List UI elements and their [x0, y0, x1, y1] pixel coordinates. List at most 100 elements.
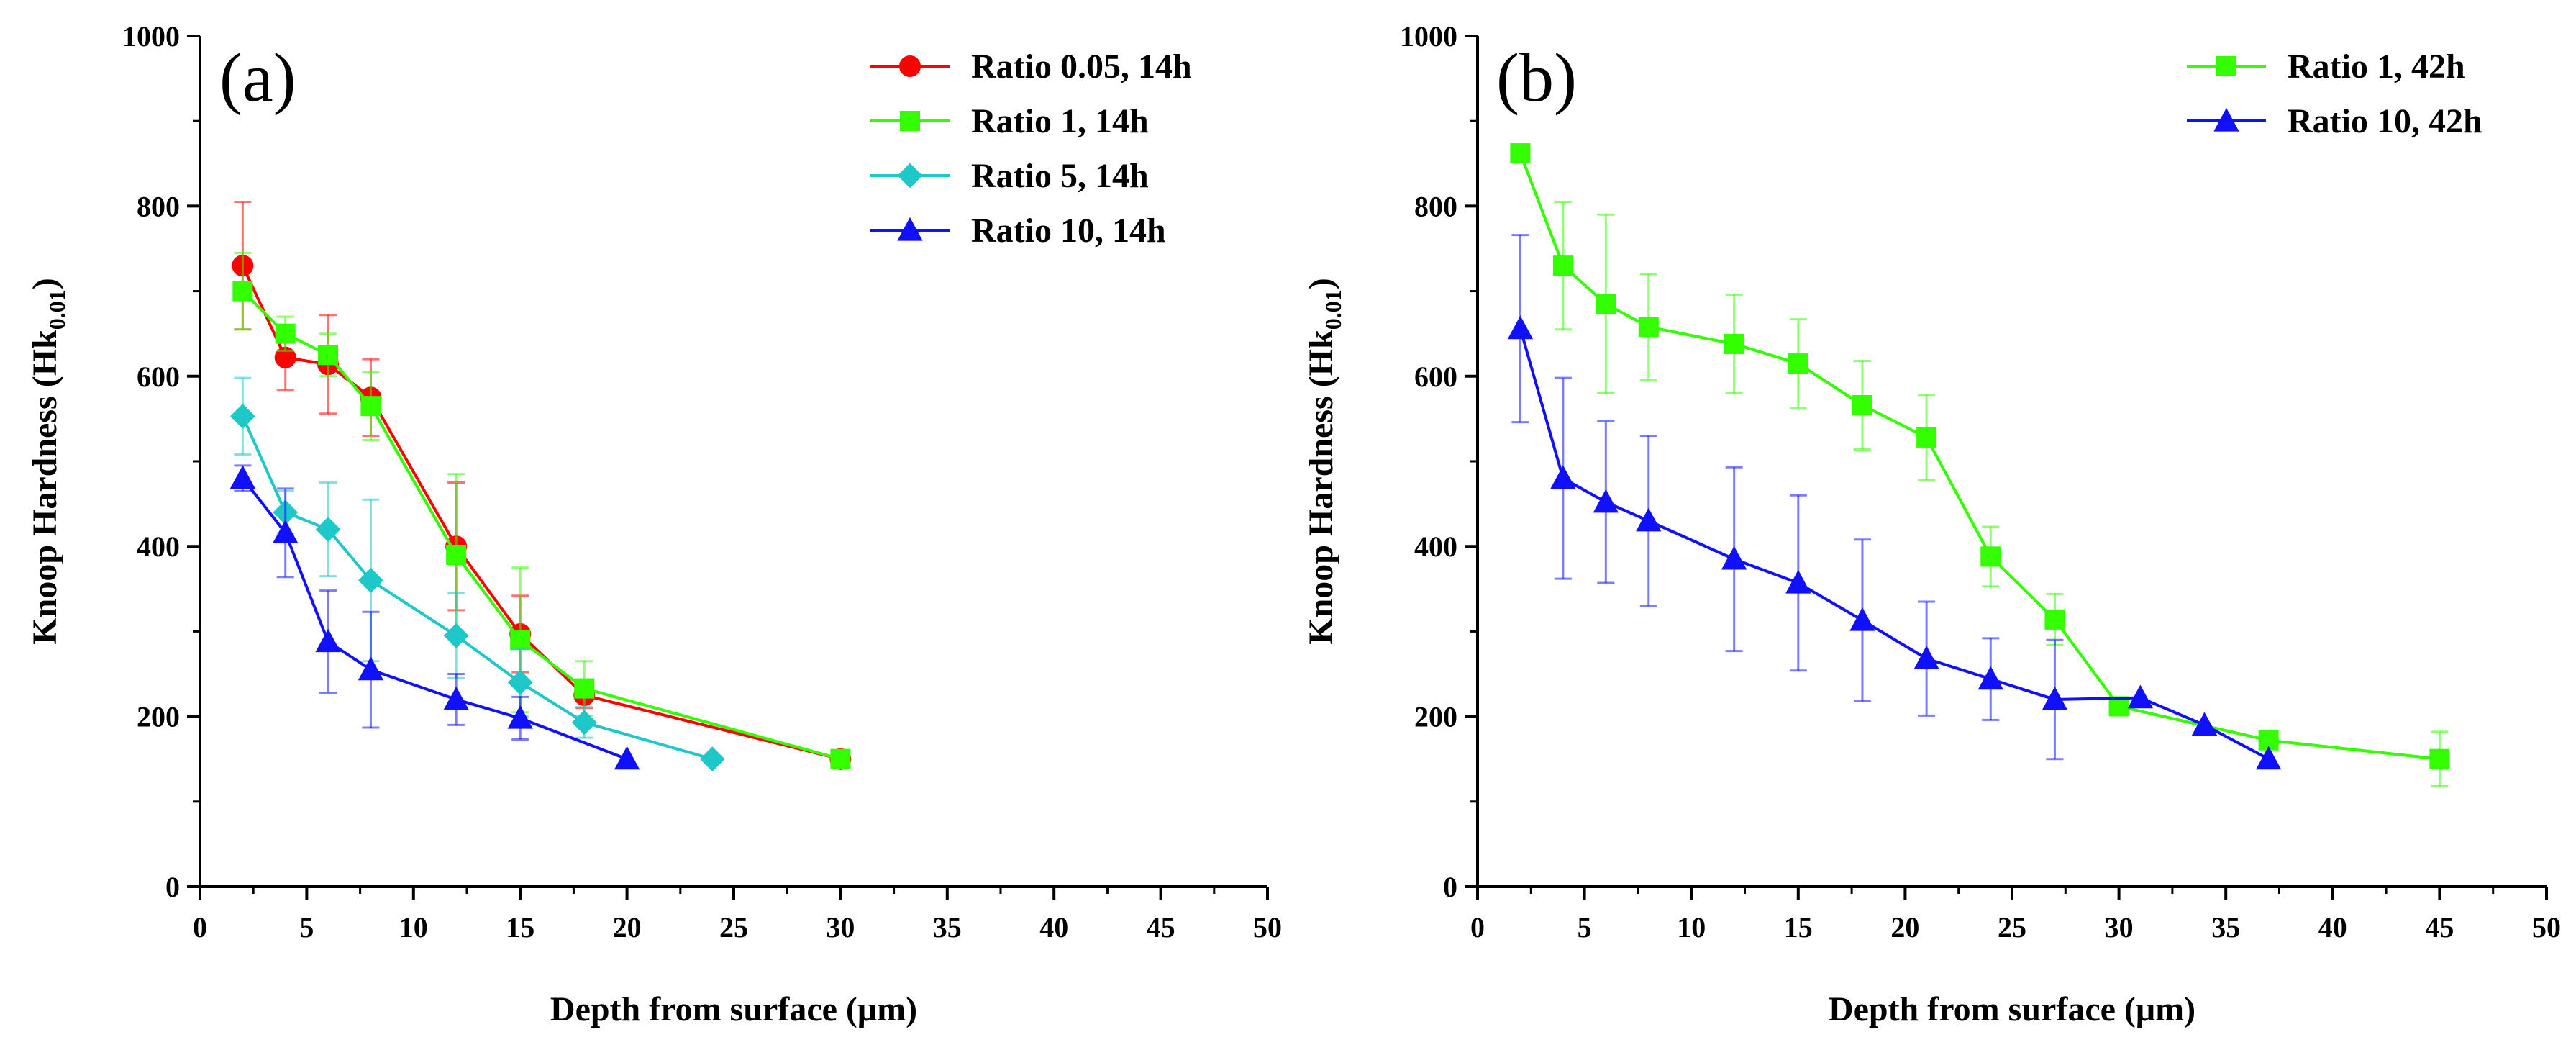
- data-point: [2255, 746, 2282, 770]
- x-tick-label: 0: [1470, 911, 1485, 943]
- y-axis-title-subscript: 0.01: [44, 289, 70, 330]
- data-point: [1913, 646, 1939, 669]
- x-tick-label: 5: [299, 911, 314, 943]
- data-point: [229, 403, 255, 429]
- data-point: [318, 345, 339, 366]
- data-point: [507, 669, 533, 695]
- y-axis-title-close: ): [1302, 278, 1340, 289]
- series-ratio-1-42h: [1510, 143, 2450, 788]
- series-line: [1519, 153, 2440, 761]
- data-point: [1916, 427, 1937, 448]
- data-point: [229, 465, 256, 489]
- data-point: [1788, 353, 1808, 374]
- x-tick-label: 40: [2318, 911, 2347, 943]
- legend-marker: [897, 217, 923, 241]
- legend-marker: [897, 163, 923, 189]
- y-axis-title-main: Knoop Hardness (Hk: [1302, 330, 1340, 645]
- data-point: [1785, 569, 1811, 594]
- x-tick-label: 50: [1253, 911, 1282, 943]
- data-point: [360, 396, 381, 417]
- legend-label: Ratio 10, 42h: [2288, 102, 2482, 140]
- y-tick-label: 800: [137, 190, 180, 222]
- x-tick-label: 35: [2211, 911, 2240, 943]
- data-point: [699, 746, 725, 772]
- legend-item: Ratio 10, 42h: [2187, 102, 2482, 140]
- x-tick-label: 25: [719, 911, 748, 943]
- legend-item: Ratio 10, 14h: [870, 212, 1166, 250]
- data-point: [443, 686, 469, 710]
- legend-label: Ratio 1, 14h: [971, 102, 1149, 140]
- y-axis-title-close: ): [26, 278, 64, 289]
- panel-label: (a): [219, 39, 296, 116]
- y-tick-label: 200: [1414, 701, 1457, 733]
- legend-marker: [2213, 107, 2239, 132]
- data-point: [1593, 489, 1619, 513]
- series-line: [241, 415, 713, 761]
- y-tick-label: 200: [137, 701, 180, 733]
- data-point: [1724, 333, 1744, 354]
- data-point: [443, 623, 469, 648]
- x-tick-label: 40: [1039, 911, 1068, 943]
- legend-item: Ratio 5, 14h: [870, 157, 1149, 195]
- data-point: [1980, 546, 2001, 567]
- data-point: [510, 630, 531, 651]
- legend-label: Ratio 10, 14h: [971, 212, 1166, 250]
- series-line: [241, 265, 841, 761]
- data-point: [1977, 666, 2003, 690]
- legend-item: Ratio 1, 14h: [870, 102, 1149, 140]
- legend-label: Ratio 5, 14h: [971, 157, 1149, 195]
- data-point: [1852, 394, 1872, 415]
- x-tick-label: 10: [399, 911, 428, 943]
- series-ratio-0-05-14h: [232, 200, 852, 770]
- data-point: [1636, 507, 1662, 532]
- chart-panel-a: 0 5 10 15 20 25 30 35 40 45 50 0 200 400 600 800 1000 Dep…: [26, 20, 1282, 1028]
- x-tick-label: 15: [506, 911, 534, 943]
- y-tick-label: 1000: [122, 20, 180, 53]
- data-point: [275, 323, 296, 344]
- x-tick-label: 20: [1890, 911, 1919, 943]
- data-point: [446, 545, 467, 566]
- data-point: [507, 705, 533, 729]
- y-axis-title-main: Knoop Hardness (Hk: [26, 330, 64, 645]
- x-tick-label: 50: [2532, 911, 2561, 943]
- x-tick-label: 35: [933, 911, 962, 943]
- legend-item: Ratio 0.05, 14h: [870, 47, 1192, 86]
- data-point: [830, 748, 851, 769]
- x-tick-label: 20: [613, 911, 642, 943]
- data-point: [2127, 684, 2153, 709]
- data-point: [571, 710, 597, 736]
- data-point: [2191, 712, 2218, 736]
- legend-item: Ratio 1, 42h: [2187, 47, 2465, 86]
- data-point: [1550, 465, 1576, 489]
- y-tick-label: 600: [1414, 361, 1457, 393]
- data-point: [315, 517, 341, 542]
- panel-label: (b): [1496, 39, 1577, 116]
- y-tick-label: 0: [165, 871, 180, 903]
- legend-label: Ratio 0.05, 14h: [971, 47, 1192, 86]
- data-point: [1507, 315, 1534, 340]
- series-ratio-10-14h: [229, 464, 640, 770]
- y-axis-title: Knoop Hardness (Hk0.01): [26, 278, 70, 644]
- data-point: [2042, 686, 2068, 710]
- data-point: [574, 678, 595, 699]
- y-tick-label: 800: [1414, 190, 1457, 222]
- y-axis-title: Knoop Hardness (Hk0.01): [1302, 278, 1346, 644]
- data-point: [2044, 609, 2065, 630]
- x-tick-label: 0: [193, 911, 207, 943]
- data-point: [232, 281, 253, 302]
- data-point: [273, 520, 299, 543]
- data-point: [358, 568, 383, 593]
- x-tick-label: 10: [1677, 911, 1706, 943]
- x-tick-label: 30: [2105, 911, 2134, 943]
- data-point: [614, 746, 640, 770]
- data-point: [1510, 143, 1531, 164]
- data-point: [1721, 546, 1747, 570]
- x-tick-label: 25: [1998, 911, 2026, 943]
- series-line: [1519, 328, 2270, 761]
- data-point: [1638, 317, 1659, 338]
- y-tick-label: 0: [1443, 871, 1457, 903]
- data-point: [1552, 255, 1573, 276]
- y-tick-label: 400: [1414, 530, 1457, 563]
- y-tick-label: 1000: [1400, 20, 1457, 53]
